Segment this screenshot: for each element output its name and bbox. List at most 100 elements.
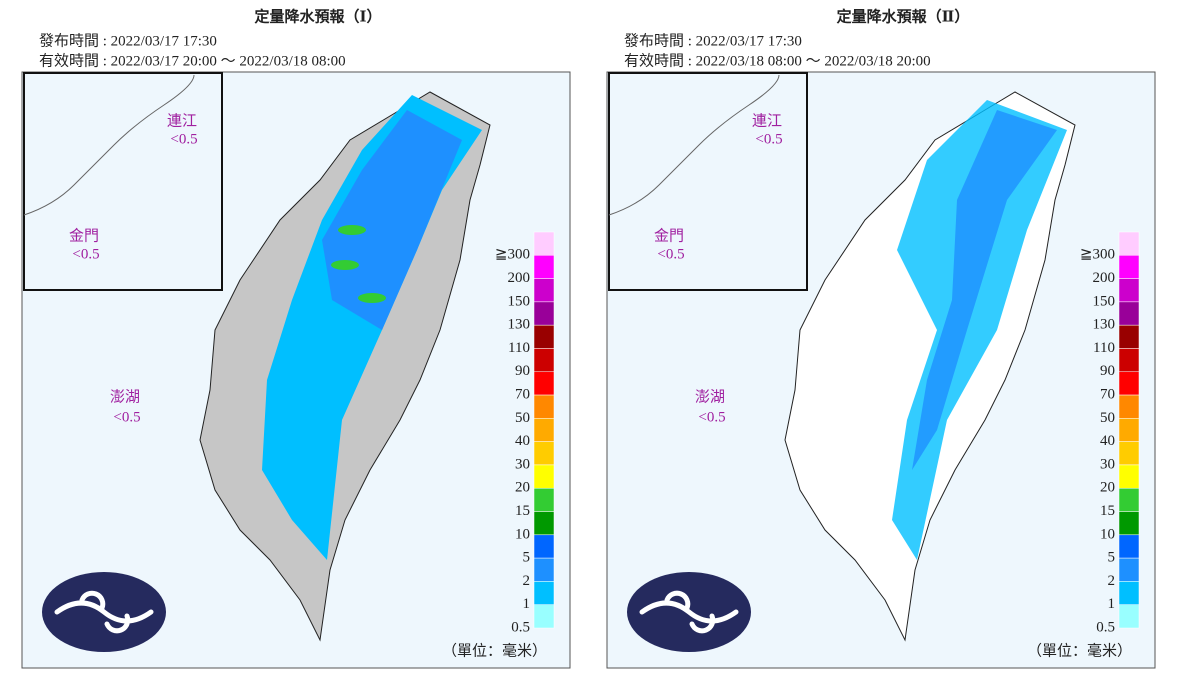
- inset-box: [608, 72, 808, 291]
- legend-label: 2: [1108, 573, 1116, 589]
- legend-label: 90: [1100, 363, 1115, 379]
- island-name: 連江: [752, 112, 782, 129]
- valid-time: 有效時間 : 2022/03/18 08:00 ～ 2022/03/18 20:…: [624, 52, 931, 69]
- legend-label: 150: [508, 293, 531, 309]
- legend-label: 150: [1093, 293, 1116, 309]
- rain-core: [912, 110, 1057, 470]
- legend-swatch: [1118, 231, 1140, 256]
- island-name: 澎湖: [695, 388, 725, 405]
- issue-time: 發布時間 : 2022/03/17 17:30: [624, 32, 802, 49]
- legend-swatch: [1118, 301, 1140, 326]
- legend-swatch: [533, 278, 555, 303]
- rain-core: [331, 260, 359, 270]
- legend-swatch: [533, 324, 555, 349]
- valid-time: 有效時間 : 2022/03/17 20:00 ～ 2022/03/18 08:…: [39, 52, 346, 69]
- legend-swatch: [533, 581, 555, 605]
- legend-label: 2: [523, 573, 531, 589]
- island-value: <0.5: [72, 246, 99, 262]
- island-value: <0.5: [170, 131, 197, 147]
- legend-swatch: [533, 371, 555, 396]
- legend-label: 1: [1108, 596, 1116, 612]
- cwb-logo-swirl: [639, 590, 739, 634]
- unit-label: （單位：毫米）: [1027, 641, 1132, 659]
- legend-label: 40: [515, 433, 530, 449]
- legend-label: 30: [515, 456, 530, 472]
- legend-label: 30: [1100, 456, 1115, 472]
- legend-swatch: [533, 464, 555, 489]
- legend-swatch: [533, 511, 555, 536]
- legend-swatch: [533, 441, 555, 466]
- legend-swatch: [1118, 487, 1140, 512]
- legend-swatch: [533, 604, 555, 629]
- legend-label: 40: [1100, 433, 1115, 449]
- legend-swatch: [533, 557, 555, 582]
- legend-swatch: [1118, 534, 1140, 559]
- legend-swatch: [1118, 348, 1140, 373]
- legend-label: 5: [523, 550, 531, 566]
- rain-area: [322, 110, 462, 330]
- legend-label: ≧300: [495, 247, 530, 263]
- legend-swatch: [533, 487, 555, 512]
- legend-swatch: [1118, 511, 1140, 536]
- legend-swatch: [1118, 604, 1140, 629]
- legend-label: 0.5: [1096, 619, 1115, 635]
- legend-swatch: [1118, 557, 1140, 582]
- legend-label: 50: [1100, 410, 1115, 426]
- legend-label: 10: [1100, 526, 1115, 542]
- legend-swatch: [533, 348, 555, 373]
- coastline: [23, 74, 195, 216]
- legend-swatch: [1118, 371, 1140, 396]
- island-name: 連江: [167, 112, 197, 129]
- legend-label: 20: [1100, 480, 1115, 496]
- legend-label: 50: [515, 410, 530, 426]
- legend-swatch: [1118, 581, 1140, 605]
- legend-label: 5: [1108, 550, 1116, 566]
- legend-label: 110: [1093, 340, 1115, 356]
- legend-swatch: [533, 301, 555, 326]
- island-value: <0.5: [755, 131, 782, 147]
- legend-label: 0.5: [511, 619, 530, 635]
- legend-swatch: [1118, 464, 1140, 489]
- legend-swatch: [533, 394, 555, 419]
- island-value: <0.5: [113, 409, 140, 425]
- legend-swatch: [1118, 394, 1140, 419]
- legend-label: 70: [515, 386, 530, 402]
- legend-swatch: [533, 418, 555, 442]
- legend-label: 20: [515, 480, 530, 496]
- island-value: <0.5: [698, 409, 725, 425]
- island-value: <0.5: [657, 246, 684, 262]
- rain-area: [892, 100, 1067, 560]
- legend-swatch: [1118, 255, 1140, 279]
- legend-label: 130: [1093, 317, 1116, 333]
- island-name: 金門: [654, 227, 684, 244]
- legend-label: 130: [508, 317, 531, 333]
- legend-swatch: [1118, 418, 1140, 442]
- issue-time: 發布時間 : 2022/03/17 17:30: [39, 32, 217, 49]
- island-name: 澎湖: [110, 388, 140, 405]
- legend-label: 90: [515, 363, 530, 379]
- coastline: [608, 74, 780, 216]
- legend-label: 15: [515, 503, 530, 519]
- legend-label: 200: [1093, 270, 1116, 286]
- unit-label: （單位：毫米）: [442, 641, 547, 659]
- legend-label: 110: [508, 340, 530, 356]
- legend-swatch: [533, 255, 555, 279]
- legend-label: 1: [523, 596, 531, 612]
- cwb-logo-swirl: [54, 590, 154, 634]
- legend-swatch: [1118, 441, 1140, 466]
- legend-label: ≧300: [1080, 247, 1115, 263]
- legend-swatch: [1118, 324, 1140, 349]
- legend-swatch: [533, 231, 555, 256]
- panel-title: 定量降水預報（Ⅱ）: [837, 7, 970, 25]
- rain-core: [338, 225, 366, 235]
- rain-core: [358, 293, 386, 303]
- legend-label: 15: [1100, 503, 1115, 519]
- legend-swatch: [1118, 278, 1140, 303]
- legend-label: 200: [508, 270, 531, 286]
- legend-label: 70: [1100, 386, 1115, 402]
- island-name: 金門: [69, 227, 99, 244]
- panel-title: 定量降水預報（Ⅰ）: [254, 7, 381, 25]
- legend-swatch: [533, 534, 555, 559]
